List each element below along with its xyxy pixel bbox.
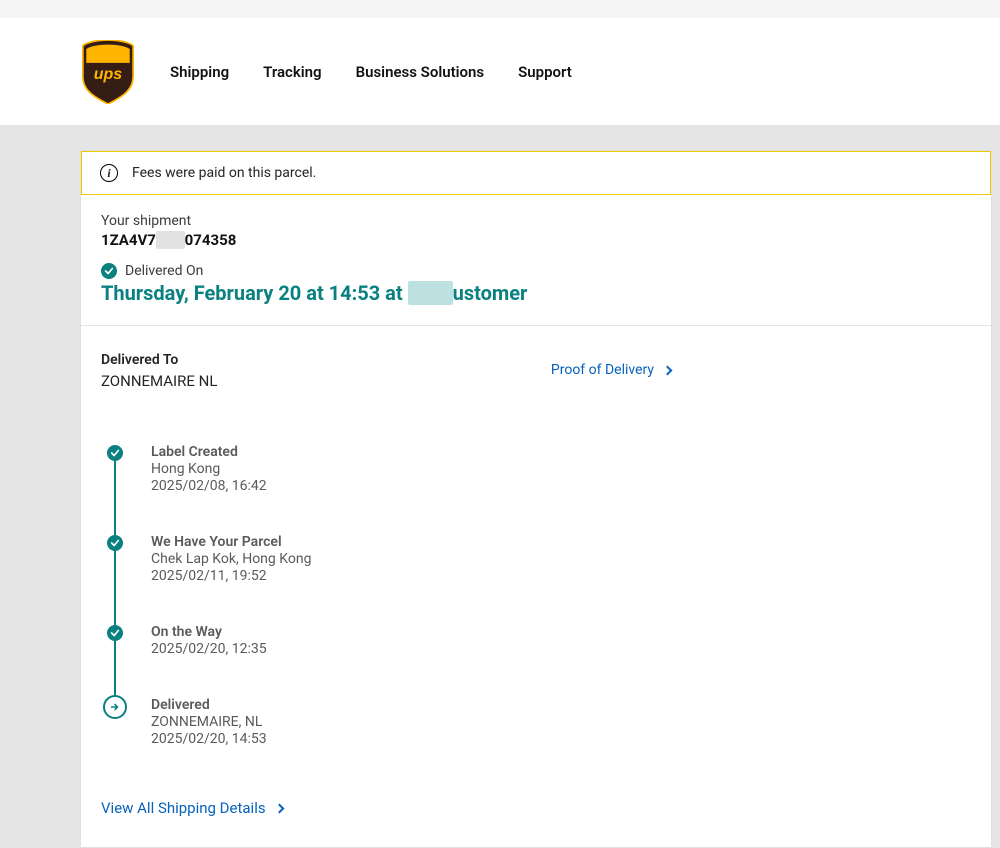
view-all-shipping-details-link[interactable]: View All Shipping Details <box>101 799 971 817</box>
delivered-on-row: Delivered On <box>101 263 971 279</box>
timeline-title: We Have Your Parcel <box>151 534 311 550</box>
tracking-suffix: 074358 <box>185 231 237 249</box>
nav-business-solutions[interactable]: Business Solutions <box>356 63 485 81</box>
timeline-title: Label Created <box>151 444 267 460</box>
check-icon <box>107 445 123 461</box>
timeline-timestamp: 2025/02/20, 12:35 <box>151 641 267 657</box>
nav-shipping[interactable]: Shipping <box>170 63 229 81</box>
details-block: Delivered To ZONNEMAIRE NL Proof of Deli… <box>81 326 991 847</box>
main-nav: Shipping Tracking Business Solutions Sup… <box>170 63 572 81</box>
timeline-location: ZONNEMAIRE, NL <box>151 714 267 730</box>
chevron-right-icon <box>663 365 673 375</box>
timeline-step-delivered: Delivered ZONNEMAIRE, NL 2025/02/20, 14:… <box>107 697 971 787</box>
alert-text: Fees were paid on this parcel. <box>132 165 316 181</box>
nav-tracking[interactable]: Tracking <box>263 63 321 81</box>
timeline-timestamp: 2025/02/20, 14:53 <box>151 731 267 747</box>
header: ups Shipping Tracking Business Solutions… <box>0 18 1000 125</box>
fees-paid-alert: i Fees were paid on this parcel. <box>81 151 991 195</box>
arrow-right-icon <box>103 695 127 719</box>
proof-of-delivery-link[interactable]: Proof of Delivery <box>551 362 671 378</box>
info-icon: i <box>100 164 118 182</box>
tracking-hidden: ▮▮▮ <box>156 231 185 249</box>
view-all-label: View All Shipping Details <box>101 799 266 817</box>
delivered-text-b: ustomer <box>453 281 528 305</box>
ups-logo[interactable]: ups <box>80 40 136 104</box>
shipment-summary: Your shipment 1ZA4V7▮▮▮074358 Delivered … <box>81 195 991 326</box>
delivered-to-block: Delivered To ZONNEMAIRE NL <box>101 352 217 390</box>
chevron-right-icon <box>274 803 284 813</box>
check-icon <box>101 263 117 279</box>
timeline-timestamp: 2025/02/11, 19:52 <box>151 568 311 584</box>
content-bg: i Fees were paid on this parcel. Your sh… <box>0 125 1000 848</box>
check-icon <box>107 625 123 641</box>
timeline-location: Chek Lap Kok, Hong Kong <box>151 551 311 567</box>
delivered-text-hidden: ▮▮▮ <box>408 281 453 305</box>
pod-label: Proof of Delivery <box>551 362 654 378</box>
delivered-headline: Thursday, February 20 at 14:53 at ▮▮▮ust… <box>101 281 971 305</box>
top-strip <box>0 0 1000 18</box>
timeline-title: On the Way <box>151 624 267 640</box>
tracking-card: i Fees were paid on this parcel. Your sh… <box>80 150 992 848</box>
delivered-to-label: Delivered To <box>101 352 217 368</box>
svg-text:ups: ups <box>94 65 123 82</box>
details-top-row: Delivered To ZONNEMAIRE NL Proof of Deli… <box>101 352 971 390</box>
tracking-prefix: 1ZA4V7 <box>101 231 156 249</box>
timeline-title: Delivered <box>151 697 267 713</box>
tracking-number: 1ZA4V7▮▮▮074358 <box>101 231 971 249</box>
your-shipment-label: Your shipment <box>101 213 971 229</box>
nav-support[interactable]: Support <box>518 63 572 81</box>
delivered-to-value: ZONNEMAIRE NL <box>101 372 217 390</box>
timeline-step-label-created: Label Created Hong Kong 2025/02/08, 16:4… <box>107 444 971 534</box>
timeline-step-on-the-way: On the Way 2025/02/20, 12:35 <box>107 624 971 697</box>
delivered-on-label: Delivered On <box>125 263 203 279</box>
check-icon <box>107 535 123 551</box>
delivered-text-a: Thursday, February 20 at 14:53 at <box>101 281 408 305</box>
timeline-step-we-have-parcel: We Have Your Parcel Chek Lap Kok, Hong K… <box>107 534 971 624</box>
timeline-timestamp: 2025/02/08, 16:42 <box>151 478 267 494</box>
timeline-location: Hong Kong <box>151 461 267 477</box>
timeline: Label Created Hong Kong 2025/02/08, 16:4… <box>107 444 971 787</box>
